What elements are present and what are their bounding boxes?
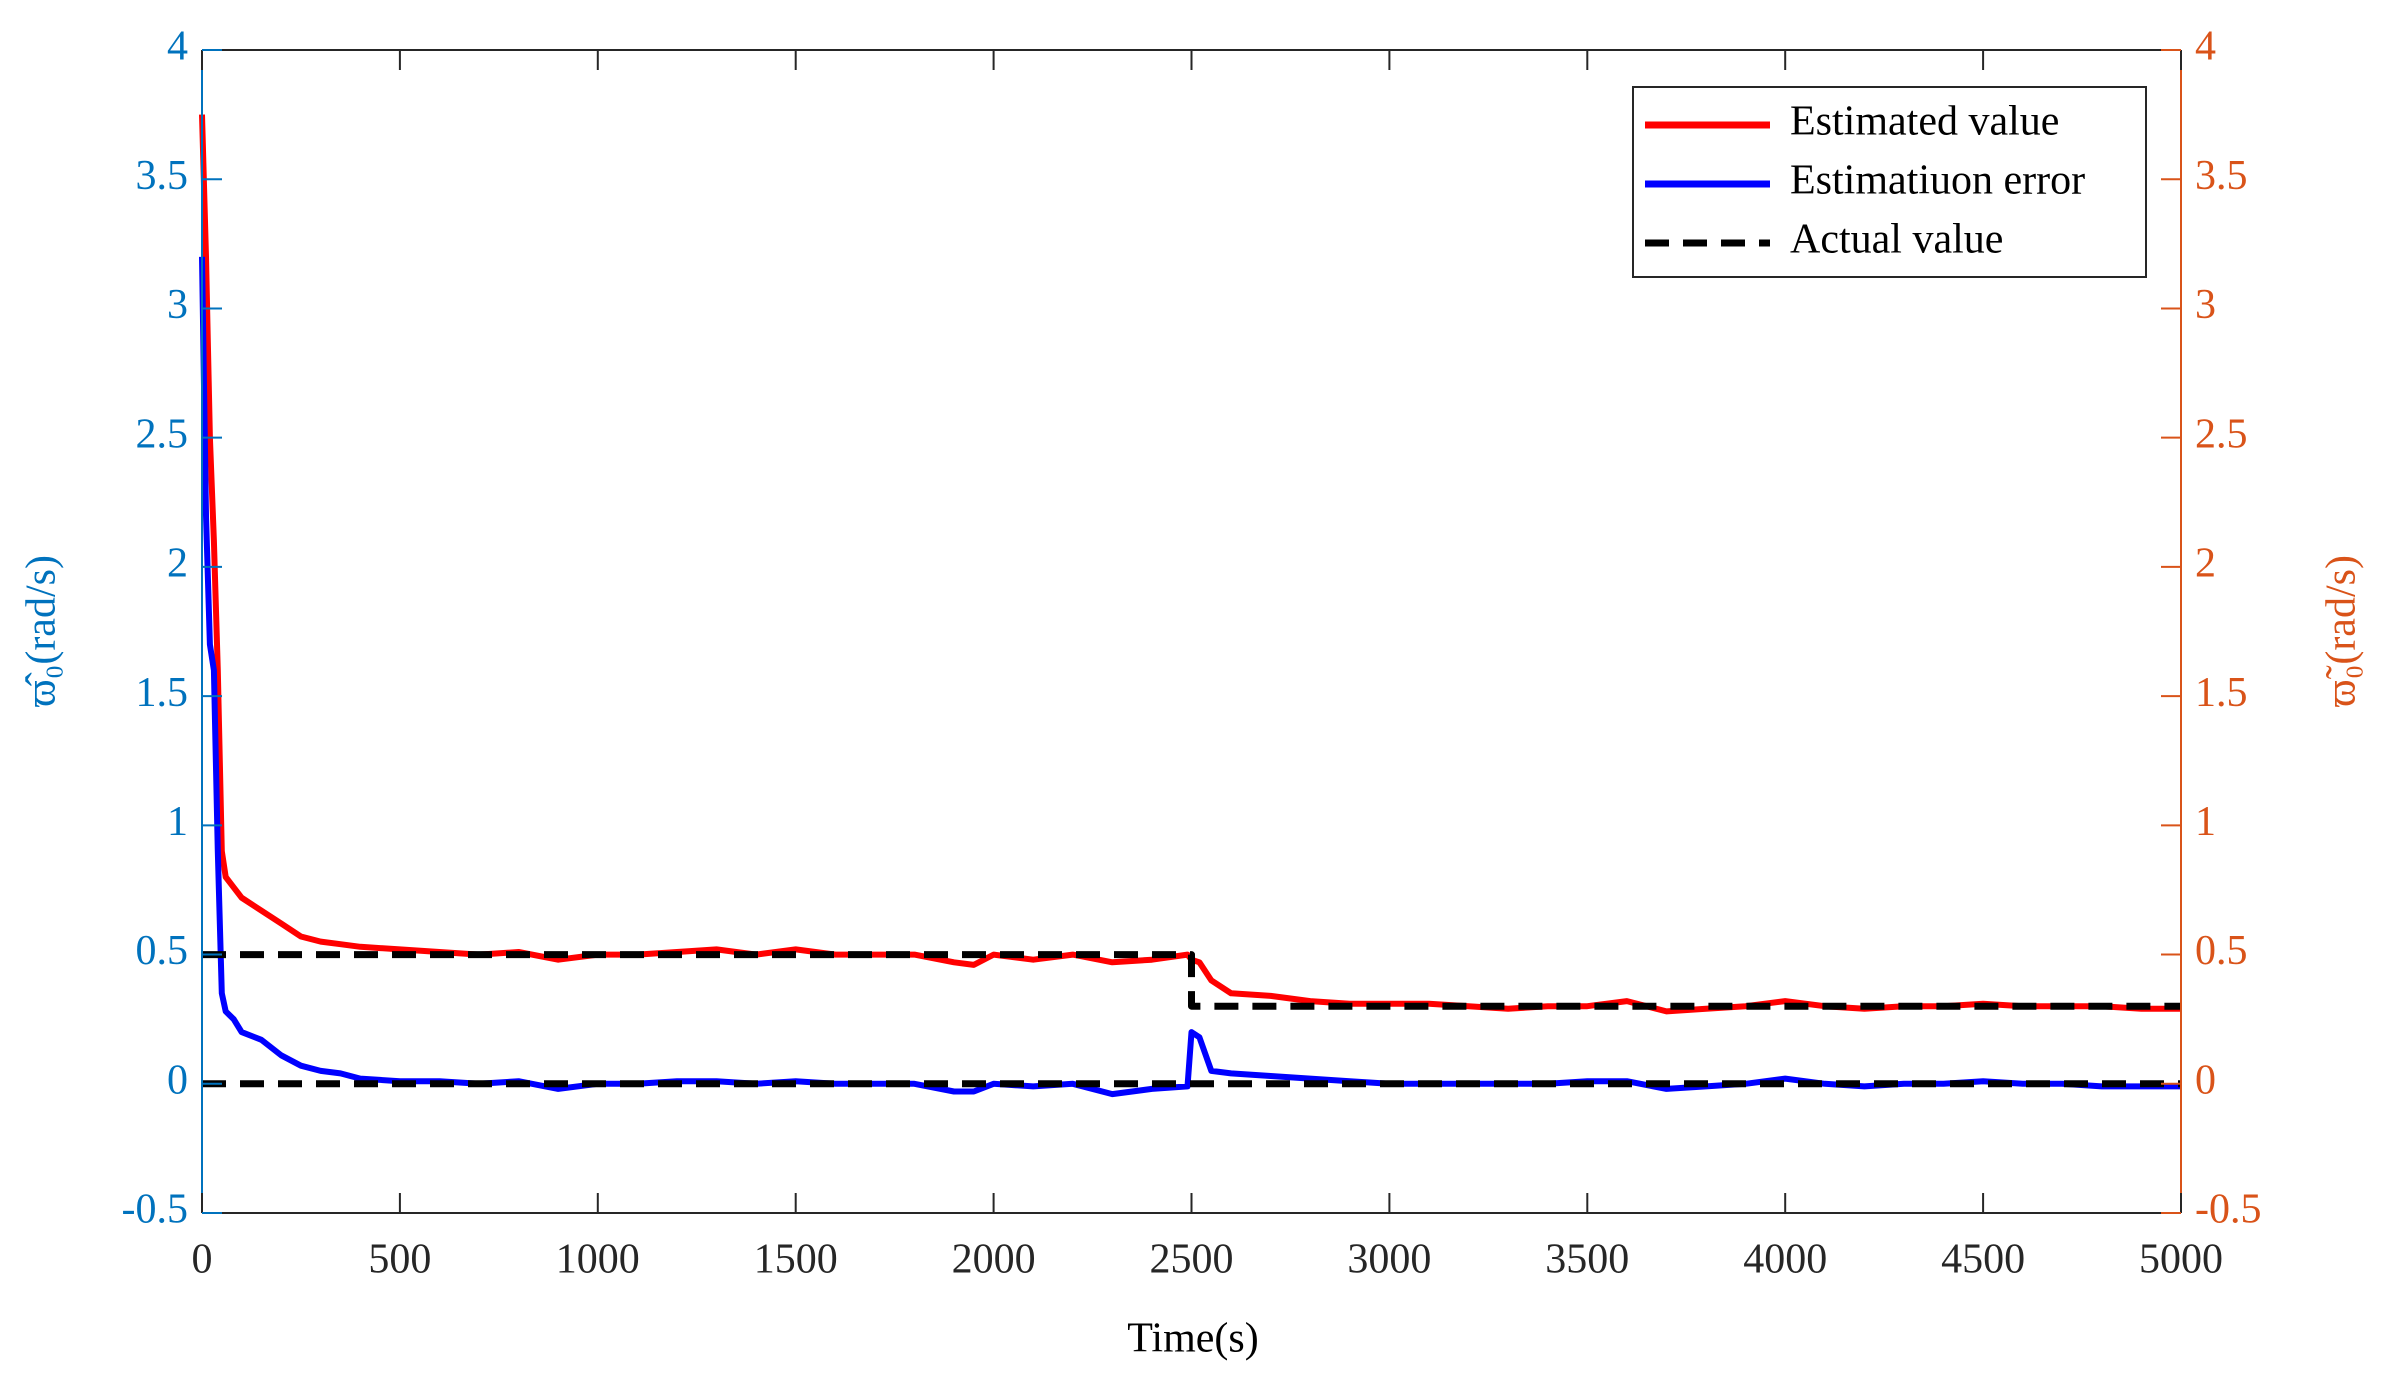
y2-tick-label: 1 (2195, 799, 2216, 845)
y-tick-label: 2 (167, 541, 188, 587)
x-tick-label: 3000 (1347, 1237, 1431, 1283)
y-tick-label: 1.5 (136, 670, 189, 716)
y-tick-label: 2.5 (136, 411, 189, 457)
y-tick-label: -0.5 (122, 1187, 189, 1233)
x-tick-label: 3500 (1545, 1237, 1629, 1283)
y-tick-label: 4 (167, 24, 188, 70)
y2-tick-label: 0.5 (2195, 928, 2248, 974)
y2-tick-label: 4 (2195, 24, 2216, 70)
x-tick-label: 4500 (1941, 1237, 2025, 1283)
x-tick-label: 2000 (952, 1237, 1036, 1283)
series-line (199, 256, 2181, 1098)
y2-tick-label: -0.5 (2195, 1187, 2262, 1233)
y-tick-label: 0 (167, 1057, 188, 1103)
y2-axis-label: ϖ̃₀(rad/s) (2319, 555, 2365, 707)
y-tick-label: 0.5 (136, 928, 189, 974)
y2-tick-label: 3.5 (2195, 153, 2248, 199)
x-tick-label: 1000 (556, 1237, 640, 1283)
y2-tick-label: 1.5 (2195, 670, 2248, 716)
y-tick-label: 1 (167, 799, 188, 845)
y2-tick-label: 2 (2195, 541, 2216, 587)
x-tick-label: 1500 (754, 1237, 838, 1283)
legend-label: Estimatiuon error (1790, 158, 2085, 204)
x-tick-label: 4000 (1743, 1237, 1827, 1283)
legend-label: Actual value (1790, 217, 2003, 263)
x-tick-label: 500 (368, 1237, 431, 1283)
series-line (202, 951, 2181, 1088)
y-tick-label: 3 (167, 282, 188, 328)
x-tick-label: 5000 (2139, 1237, 2223, 1283)
legend-label: Estimated value (1790, 99, 2059, 145)
x-axis-label: Time(s) (1127, 1316, 1258, 1362)
y2-tick-label: 0 (2195, 1057, 2216, 1103)
y2-tick-label: 3 (2195, 282, 2216, 328)
y-axis-label: ϖ̂₀(rad/s) (19, 555, 65, 707)
x-tick-label: 0 (192, 1237, 213, 1283)
x-tick-label: 2500 (1150, 1237, 1234, 1283)
y-tick-label: 3.5 (136, 153, 189, 199)
y2-tick-label: 2.5 (2195, 411, 2248, 457)
